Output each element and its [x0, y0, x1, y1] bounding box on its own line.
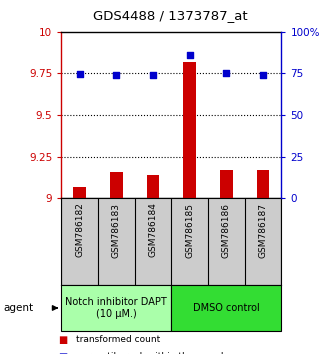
Point	[187, 52, 192, 58]
Bar	[73, 187, 86, 198]
Text: percentile rank within the sample: percentile rank within the sample	[76, 352, 229, 354]
Bar	[183, 62, 196, 198]
Text: GSM786182: GSM786182	[75, 202, 84, 257]
Point	[150, 73, 156, 78]
Point	[114, 72, 119, 78]
Bar	[147, 175, 159, 198]
Text: agent: agent	[3, 303, 33, 313]
Text: Notch inhibitor DAPT
(10 μM.): Notch inhibitor DAPT (10 μM.)	[66, 297, 167, 319]
Point	[260, 73, 266, 78]
Text: GSM786184: GSM786184	[148, 202, 158, 257]
Text: GDS4488 / 1373787_at: GDS4488 / 1373787_at	[93, 9, 248, 22]
Text: GSM786186: GSM786186	[222, 202, 231, 258]
Bar	[110, 172, 123, 198]
Bar	[61, 285, 171, 331]
Point	[224, 70, 229, 75]
Bar	[171, 285, 281, 331]
Text: GSM786187: GSM786187	[259, 202, 267, 258]
Text: ■: ■	[58, 352, 67, 354]
Text: DMSO control: DMSO control	[193, 303, 260, 313]
Text: GSM786185: GSM786185	[185, 202, 194, 258]
Text: GSM786183: GSM786183	[112, 202, 121, 258]
Bar	[220, 170, 233, 198]
Point	[77, 72, 82, 77]
Bar	[257, 170, 269, 198]
Text: ■: ■	[58, 335, 67, 344]
Text: transformed count: transformed count	[76, 335, 161, 343]
